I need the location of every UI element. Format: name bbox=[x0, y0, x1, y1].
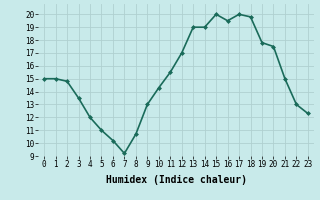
X-axis label: Humidex (Indice chaleur): Humidex (Indice chaleur) bbox=[106, 175, 246, 185]
